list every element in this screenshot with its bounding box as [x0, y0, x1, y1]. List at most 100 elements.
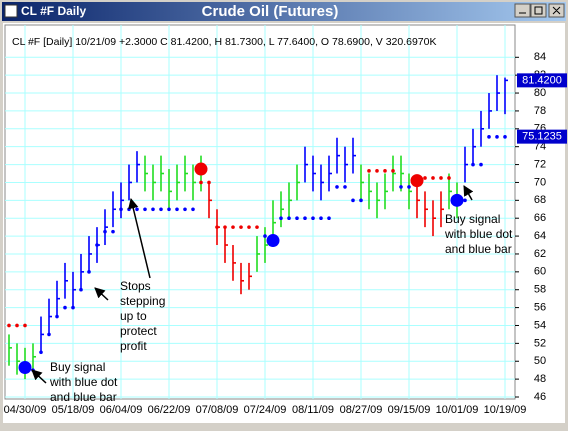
stop-dot: [327, 216, 331, 221]
stop-dot: [423, 176, 427, 180]
stop-dot: [439, 176, 443, 180]
y-tick-label: 50: [534, 355, 546, 367]
signal-dot: [450, 193, 464, 207]
stop-dot: [295, 216, 299, 221]
y-tick-label: 56: [534, 302, 546, 314]
stop-dot: [119, 207, 123, 212]
stop-dot: [479, 162, 483, 167]
stop-dot: [367, 169, 371, 173]
signal-dot: [194, 162, 208, 176]
arrow: [31, 369, 47, 384]
stop-dot: [183, 207, 187, 212]
arrow: [94, 287, 109, 301]
stop-dot: [15, 323, 19, 328]
stop-dot: [39, 350, 43, 355]
window-title: CL #F Daily: [21, 4, 86, 18]
x-tick-label: 08/11/09: [292, 404, 334, 416]
annotation: Buy signal: [445, 212, 500, 226]
arrow: [128, 197, 151, 279]
stop-dot: [79, 287, 83, 292]
stop-dot: [143, 207, 147, 212]
x-tick-label: 06/22/09: [148, 404, 191, 416]
y-tick-label: 78: [534, 105, 546, 117]
annotation: stepping: [120, 294, 165, 308]
annotation: protect: [120, 324, 157, 338]
x-tick-label: 10/01/09: [436, 404, 479, 416]
x-tick-label: 04/30/09: [4, 404, 47, 416]
stop-dot: [95, 243, 99, 247]
window-buttons[interactable]: [514, 3, 565, 18]
x-tick-label: 09/15/09: [388, 404, 431, 416]
y-tick-label: 70: [534, 176, 546, 188]
annotation: and blue bar: [445, 242, 512, 256]
stop-dot: [375, 169, 379, 173]
stop-dot: [7, 323, 11, 328]
stop-dot: [175, 207, 179, 212]
y-tick-label: 64: [534, 230, 546, 242]
price-label: 75.1235: [522, 131, 562, 143]
x-tick-label: 05/18/09: [52, 404, 95, 416]
stop-dot: [343, 185, 347, 189]
signal-dot: [410, 174, 424, 188]
stop-dot: [447, 176, 451, 180]
x-tick-label: 08/27/09: [340, 404, 383, 416]
stop-dot: [207, 180, 211, 185]
stop-dot: [87, 270, 91, 274]
annotation: with blue dot: [444, 227, 513, 241]
y-tick-label: 68: [534, 194, 546, 206]
stop-dot: [55, 314, 59, 319]
stop-dot: [319, 216, 323, 221]
stop-dot: [351, 198, 355, 203]
maximize-button[interactable]: [530, 3, 547, 18]
stop-dot: [263, 234, 267, 238]
stop-dot: [127, 207, 131, 212]
title-bar: [2, 2, 566, 21]
annotation: Stops: [120, 279, 151, 293]
stop-dot: [71, 305, 75, 310]
stop-dot: [463, 198, 467, 203]
minimize-button[interactable]: [514, 3, 531, 18]
y-tick-label: 52: [534, 337, 546, 349]
stop-dot: [151, 207, 155, 212]
annotation: with blue dot: [49, 375, 118, 389]
plot-area: [4, 24, 516, 400]
stop-dot: [279, 216, 283, 221]
stop-dot: [215, 225, 219, 229]
stop-dot: [383, 169, 387, 173]
x-tick-label: 10/19/09: [484, 404, 527, 416]
y-tick-label: 84: [534, 51, 546, 63]
stop-dot: [23, 323, 27, 328]
signal-dot: [18, 360, 32, 374]
y-tick-label: 66: [534, 212, 546, 224]
y-tick-label: 58: [534, 284, 546, 296]
stop-dot: [303, 216, 307, 221]
y-tick-label: 72: [534, 158, 546, 170]
stop-dot: [239, 225, 243, 229]
x-tick-label: 07/24/09: [244, 404, 287, 416]
stop-dot: [399, 185, 403, 189]
x-tick-label: 06/04/09: [100, 404, 143, 416]
stop-dot: [391, 169, 395, 173]
button-glyphs: [519, 6, 561, 15]
y-tick-label: 46: [534, 391, 546, 403]
stop-dot: [199, 180, 203, 185]
y-tick-label: 54: [534, 319, 546, 331]
stop-dot: [63, 305, 67, 310]
price-label: 81.4200: [522, 74, 562, 86]
price-label-box: [517, 129, 567, 144]
quote-line: CL #F [Daily] 10/21/09 +2.3000 C 81.4200…: [12, 36, 437, 48]
stop-dot: [159, 207, 163, 212]
y-tick-label: 62: [534, 248, 546, 260]
x-tick-label: 07/08/09: [196, 404, 239, 416]
stop-dot: [471, 162, 475, 167]
window-icon: [4, 4, 18, 18]
y-tick-label: 48: [534, 373, 546, 385]
stop-dot: [191, 207, 195, 212]
stop-dot: [47, 332, 51, 337]
annotation: Buy signal: [50, 360, 105, 374]
stop-dot: [247, 225, 251, 229]
annotation: and blue bar: [50, 390, 117, 404]
stop-dot: [495, 135, 499, 139]
annotation: up to: [120, 309, 147, 323]
signal-dot: [266, 234, 280, 248]
